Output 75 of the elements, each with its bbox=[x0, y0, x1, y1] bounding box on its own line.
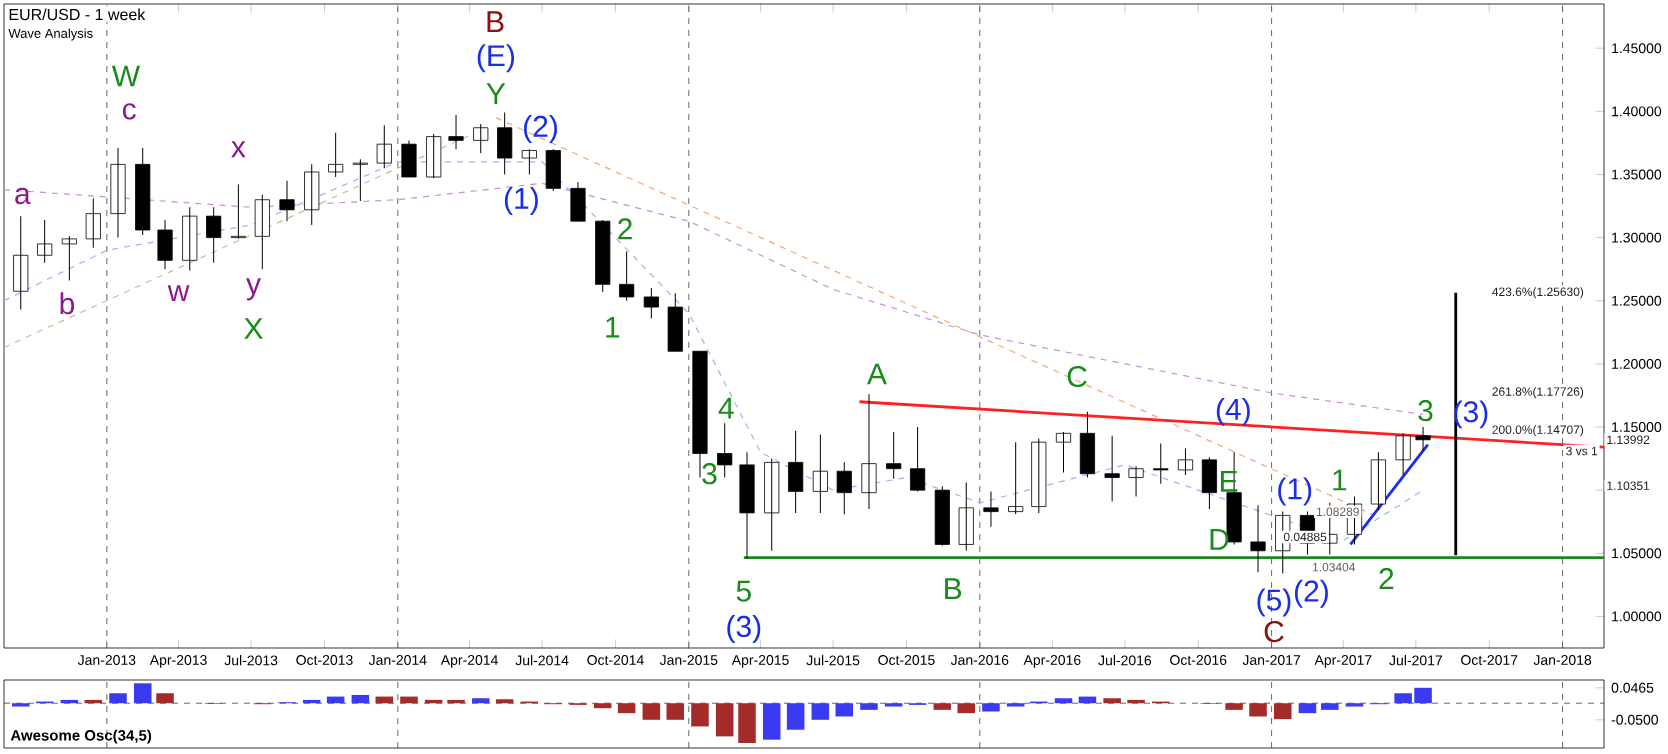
annotation: 261.8%(1.17726) bbox=[1492, 386, 1584, 399]
x-tick-label: Jan-2018 bbox=[1533, 655, 1592, 665]
x-tick-label: Oct-2016 bbox=[1170, 655, 1227, 665]
annotation: 423.6%(1.25630) bbox=[1492, 287, 1584, 299]
x-tick-label: Apr-2016 bbox=[1023, 655, 1081, 668]
annotation: W bbox=[111, 65, 141, 87]
annotation: 1.03404 bbox=[1312, 562, 1356, 572]
y-tick-label: 1.00000 bbox=[1612, 611, 1662, 622]
text: 1.13992 bbox=[1607, 435, 1650, 444]
x-tick-label: Jul-2017 bbox=[1389, 655, 1443, 666]
annotation: (3) bbox=[727, 615, 761, 644]
x-tick-label: Jan-2014 bbox=[368, 655, 427, 665]
annotation: 4 bbox=[718, 397, 734, 419]
x-tick-label: Jan-2016 bbox=[950, 655, 1009, 665]
y-tick-label: 1.05000 bbox=[1612, 548, 1662, 559]
annotation: 2 bbox=[618, 218, 632, 240]
x-tick-label: Oct-2013 bbox=[296, 655, 353, 665]
x-tick-label: Jul-2013 bbox=[224, 655, 278, 666]
annotation: 2 bbox=[1379, 568, 1394, 590]
annotation: 1.08289 bbox=[1316, 507, 1359, 516]
text: Awesome Osc(34,5) bbox=[10, 729, 152, 744]
annotation: (1) bbox=[1278, 477, 1312, 506]
annotation: X bbox=[244, 318, 263, 339]
annotation: D bbox=[1210, 529, 1229, 550]
y-tick-label: 1.25000 bbox=[1612, 295, 1662, 306]
x-tick-label: Jan-2013 bbox=[77, 655, 136, 665]
y-tick-label: 0.0465 bbox=[1611, 682, 1654, 693]
y-tick-label: 1.40000 bbox=[1612, 106, 1662, 117]
annotation: 200.0%(1.14707) bbox=[1492, 425, 1584, 437]
annotation: 3 bbox=[1418, 399, 1433, 422]
annotation: y bbox=[246, 278, 261, 301]
x-tick-label: Oct-2017 bbox=[1461, 655, 1518, 665]
annotation: B bbox=[487, 11, 504, 32]
x-tick-label: Apr-2017 bbox=[1314, 655, 1372, 668]
x-tick-label: Jul-2015 bbox=[806, 655, 860, 666]
annotation: (2) bbox=[524, 115, 557, 143]
annotation: b bbox=[60, 292, 75, 315]
text: Wave Analysis bbox=[8, 28, 93, 41]
x-tick-label: Jul-2014 bbox=[515, 655, 569, 666]
annotation: C bbox=[1264, 620, 1284, 643]
annotation: c bbox=[122, 103, 136, 120]
x-tick-label: Jul-2016 bbox=[1098, 655, 1152, 666]
x-tick-label: Oct-2015 bbox=[878, 655, 935, 665]
annotation: (E) bbox=[477, 44, 515, 73]
y-tick-label: 1.20000 bbox=[1612, 358, 1662, 369]
annotation: A bbox=[867, 363, 887, 385]
y-tick-label: 1.15000 bbox=[1612, 422, 1662, 432]
annotation: Y bbox=[486, 83, 506, 104]
annotation: B bbox=[945, 578, 962, 599]
chart-title: EUR/USD - 1 week bbox=[9, 8, 146, 21]
y-tick-label: 1.45000 bbox=[1612, 43, 1662, 54]
annotation: (4) bbox=[1216, 397, 1250, 426]
annotation: x bbox=[231, 141, 246, 158]
x-tick-label: Jan-2015 bbox=[659, 655, 718, 665]
x-tick-label: Oct-2014 bbox=[587, 655, 644, 665]
y-tick-label: 1.30000 bbox=[1612, 232, 1662, 243]
x-tick-label: Apr-2013 bbox=[149, 655, 207, 668]
annotation: w bbox=[167, 285, 190, 302]
annotation: C bbox=[1067, 365, 1087, 388]
annotation: (1) bbox=[504, 187, 538, 215]
y-tick-label: 1.35000 bbox=[1612, 169, 1662, 180]
annotation: (5) bbox=[1257, 588, 1291, 617]
annotation: 3 bbox=[702, 463, 717, 485]
y-tick-label: -0.0500 bbox=[1611, 714, 1659, 725]
annotation: (2) bbox=[1294, 579, 1328, 608]
text: 1.10351 bbox=[1607, 481, 1650, 490]
annotation: 1 bbox=[1333, 469, 1347, 491]
x-tick-label: Apr-2015 bbox=[731, 655, 789, 668]
annotation: 1 bbox=[606, 316, 620, 338]
x-tick-label: Apr-2014 bbox=[440, 655, 498, 668]
annotation: 3 vs 1 bbox=[1566, 446, 1598, 456]
annotation: 0.04885 bbox=[1283, 532, 1327, 542]
x-tick-label: Jan-2017 bbox=[1242, 655, 1301, 665]
annotation: 5 bbox=[736, 580, 751, 602]
annotation: a bbox=[15, 187, 31, 205]
